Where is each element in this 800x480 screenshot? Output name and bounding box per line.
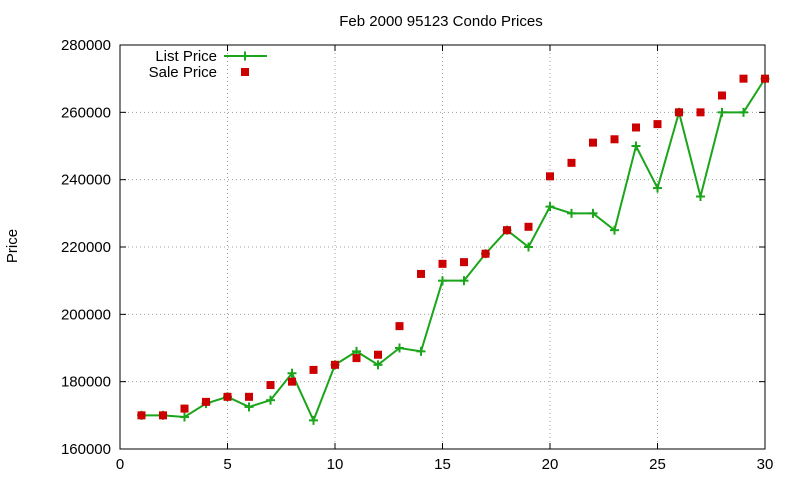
data-point	[589, 138, 597, 147]
data-point	[137, 411, 146, 420]
data-point	[718, 91, 726, 100]
data-point	[761, 74, 769, 83]
data-point	[416, 346, 426, 356]
data-point	[481, 249, 490, 258]
data-point	[567, 158, 576, 167]
data-point	[459, 276, 469, 286]
axis-ticks: 160000 180000 200000 220000 240000 260000 2800…	[61, 37, 773, 473]
series-list-price	[137, 74, 770, 425]
x-tick-label: 15	[434, 456, 451, 473]
data-point	[309, 365, 318, 374]
data-point	[159, 411, 167, 420]
legend-label: Sale Price	[149, 64, 217, 81]
data-point	[675, 108, 683, 117]
data-point	[180, 412, 189, 422]
data-point	[331, 360, 339, 369]
y-tick-label: 240000	[61, 172, 111, 189]
data-point	[373, 360, 383, 370]
series-sale-price	[137, 74, 769, 420]
x-tick-label: 0	[116, 456, 124, 473]
x-tick-label: 20	[542, 456, 559, 473]
data-point	[739, 107, 748, 117]
data-point	[202, 397, 210, 406]
data-point	[395, 343, 404, 353]
data-point	[545, 202, 555, 212]
data-point	[739, 74, 748, 83]
y-tick-label: 180000	[61, 374, 111, 391]
data-point	[395, 322, 404, 331]
data-point	[288, 377, 296, 386]
data-point	[266, 381, 275, 390]
x-tick-label: 25	[649, 456, 666, 473]
y-axis-label: Price	[4, 229, 21, 263]
data-point	[588, 208, 598, 218]
data-point	[503, 226, 511, 235]
chart-title: Feb 2000 95123 Condo Prices	[339, 13, 542, 30]
data-point	[438, 276, 447, 286]
data-point	[180, 404, 189, 413]
data-point	[244, 402, 254, 412]
x-tick-label: 30	[757, 456, 774, 473]
data-point	[374, 350, 382, 359]
data-point	[223, 392, 232, 401]
data-point	[438, 259, 447, 268]
data-point	[287, 368, 297, 378]
data-point	[524, 222, 533, 231]
legend-marker	[240, 51, 250, 61]
y-tick-label: 160000	[61, 441, 111, 458]
data-point	[610, 135, 619, 144]
data-series	[137, 74, 770, 425]
data-point	[417, 269, 425, 278]
data-point	[460, 258, 468, 267]
data-point	[696, 108, 705, 117]
gridlines	[120, 45, 765, 449]
y-tick-label: 280000	[61, 37, 111, 54]
data-point	[631, 141, 641, 151]
data-point	[610, 225, 619, 235]
data-point	[546, 172, 554, 181]
data-point	[266, 395, 275, 405]
data-point	[567, 208, 576, 218]
data-point	[309, 415, 318, 425]
data-point	[352, 354, 361, 363]
y-tick-label: 200000	[61, 306, 111, 323]
legend-label: List Price	[155, 48, 217, 65]
x-tick-label: 10	[327, 456, 344, 473]
data-point	[524, 242, 533, 252]
x-tick-label: 5	[223, 456, 231, 473]
data-point	[653, 183, 662, 193]
data-point	[632, 123, 640, 132]
data-point	[653, 120, 662, 129]
data-point	[717, 107, 727, 117]
series-line	[141, 78, 766, 423]
data-point	[245, 392, 253, 401]
y-tick-label: 220000	[61, 239, 111, 256]
data-point	[696, 192, 705, 201]
legend-marker	[241, 68, 249, 76]
y-tick-label: 260000	[61, 104, 111, 121]
